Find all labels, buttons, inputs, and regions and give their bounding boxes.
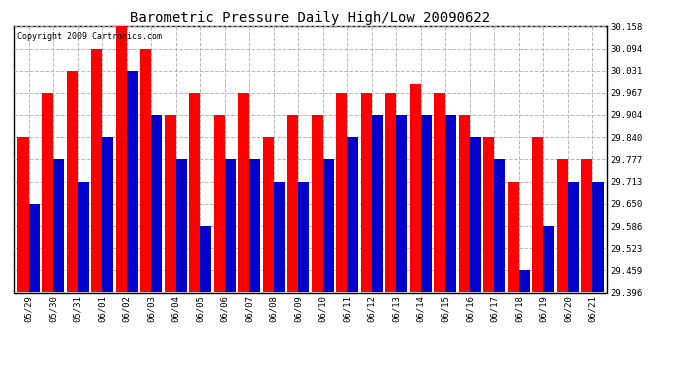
Bar	[214, 115, 225, 292]
Bar	[238, 93, 249, 292]
Bar	[17, 137, 28, 292]
Bar	[176, 159, 187, 292]
Bar	[361, 93, 372, 292]
Bar	[568, 182, 579, 292]
Bar	[77, 182, 88, 292]
Bar	[42, 93, 53, 292]
Bar	[323, 159, 334, 292]
Bar	[582, 159, 593, 292]
Bar	[421, 115, 432, 292]
Bar	[385, 93, 396, 292]
Bar	[372, 115, 383, 292]
Bar	[165, 115, 176, 292]
Bar	[225, 159, 236, 292]
Bar	[434, 93, 445, 292]
Text: Copyright 2009 Cartronics.com: Copyright 2009 Cartronics.com	[17, 32, 161, 40]
Bar	[200, 226, 211, 292]
Bar	[347, 137, 358, 292]
Bar	[533, 137, 544, 292]
Bar	[91, 49, 102, 292]
Bar	[495, 159, 506, 292]
Bar	[459, 115, 470, 292]
Bar	[66, 70, 77, 292]
Bar	[102, 137, 113, 292]
Bar	[336, 93, 347, 292]
Bar	[115, 26, 126, 292]
Bar	[312, 115, 323, 292]
Bar	[410, 84, 421, 292]
Bar	[593, 182, 604, 292]
Bar	[470, 137, 481, 292]
Bar	[249, 159, 260, 292]
Bar	[126, 70, 137, 292]
Bar	[274, 182, 285, 292]
Bar	[53, 159, 64, 292]
Bar	[287, 115, 298, 292]
Bar	[298, 182, 309, 292]
Bar	[140, 49, 151, 292]
Bar	[508, 182, 519, 292]
Bar	[557, 159, 568, 292]
Bar	[396, 115, 407, 292]
Bar	[151, 115, 162, 292]
Title: Barometric Pressure Daily High/Low 20090622: Barometric Pressure Daily High/Low 20090…	[130, 11, 491, 25]
Bar	[28, 204, 39, 292]
Bar	[445, 115, 456, 292]
Bar	[484, 137, 495, 292]
Bar	[519, 270, 530, 292]
Bar	[189, 93, 200, 292]
Bar	[544, 226, 555, 292]
Bar	[263, 137, 274, 292]
